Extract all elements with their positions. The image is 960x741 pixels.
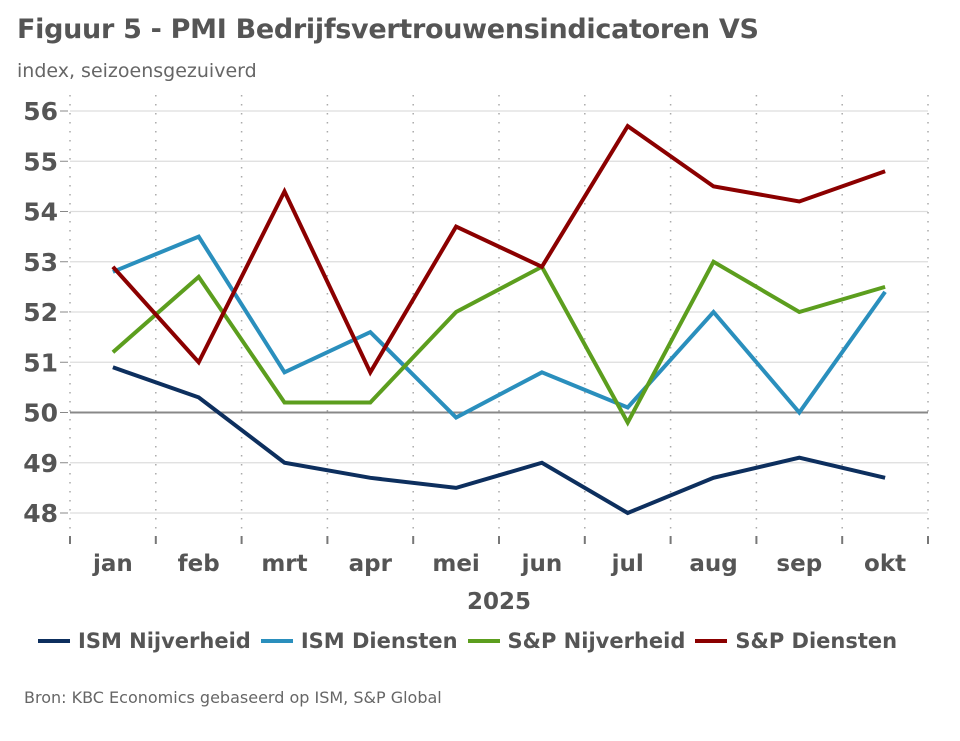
series-line-s-p-nijverheid [111,258,886,427]
legend-swatch [260,639,293,643]
source-note: Bron: KBC Economics gebaseerd op ISM, S&… [24,688,442,707]
x-axis-label: 2025 [467,589,531,615]
legend-item-s-p-nijverheid: S&P Nijverheid [467,629,686,653]
y-tick-label: 50 [23,399,58,428]
y-tick-label: 53 [23,248,58,277]
legend-swatch [467,639,500,643]
x-tick-label: jun [521,551,563,577]
y-tick-label: 56 [23,97,58,126]
x-tick-label: okt [864,551,906,577]
legend-swatch [38,639,70,643]
x-tick-label: aug [689,551,737,577]
x-tick-label: sep [776,551,822,577]
legend-label: S&P Diensten [735,629,898,653]
y-tick-label: 54 [23,198,58,227]
legend-item-ism-diensten: ISM Diensten [260,629,458,653]
y-tick-label: 55 [23,147,58,176]
x-tick-label: jul [611,551,644,577]
legend-label: S&P Nijverheid [507,629,686,653]
y-tick-label: 48 [23,499,58,528]
series-line-ism-diensten [112,234,887,420]
chart-subtitle: index, seizoensgezuiverd [17,60,257,82]
legend-swatch [695,639,728,643]
x-tick-label: mrt [261,551,307,577]
series-line-s-p-diensten [111,123,886,377]
y-tick-label: 52 [23,298,58,327]
legend: ISM Nijverheid ISM Diensten S&P Nijverheid… [38,629,907,653]
y-tick-label: 51 [23,348,58,377]
x-tick-label: feb [178,551,220,577]
legend-item-s-p-diensten: S&P Diensten [695,629,897,653]
y-tick-label: 49 [23,449,58,478]
legend-item-ism-nijverheid: ISM Nijverheid [38,629,251,653]
legend-label: ISM Diensten [300,629,458,653]
series-line-ism-nijverheid [112,365,886,516]
x-tick-label: apr [349,551,393,577]
x-tick-label: mei [432,551,479,577]
x-tick-label: jan [92,551,133,577]
chart-title: Figuur 5 - PMI Bedrijfsvertrouwensindica… [17,14,759,45]
legend-label: ISM Nijverheid [78,629,251,653]
